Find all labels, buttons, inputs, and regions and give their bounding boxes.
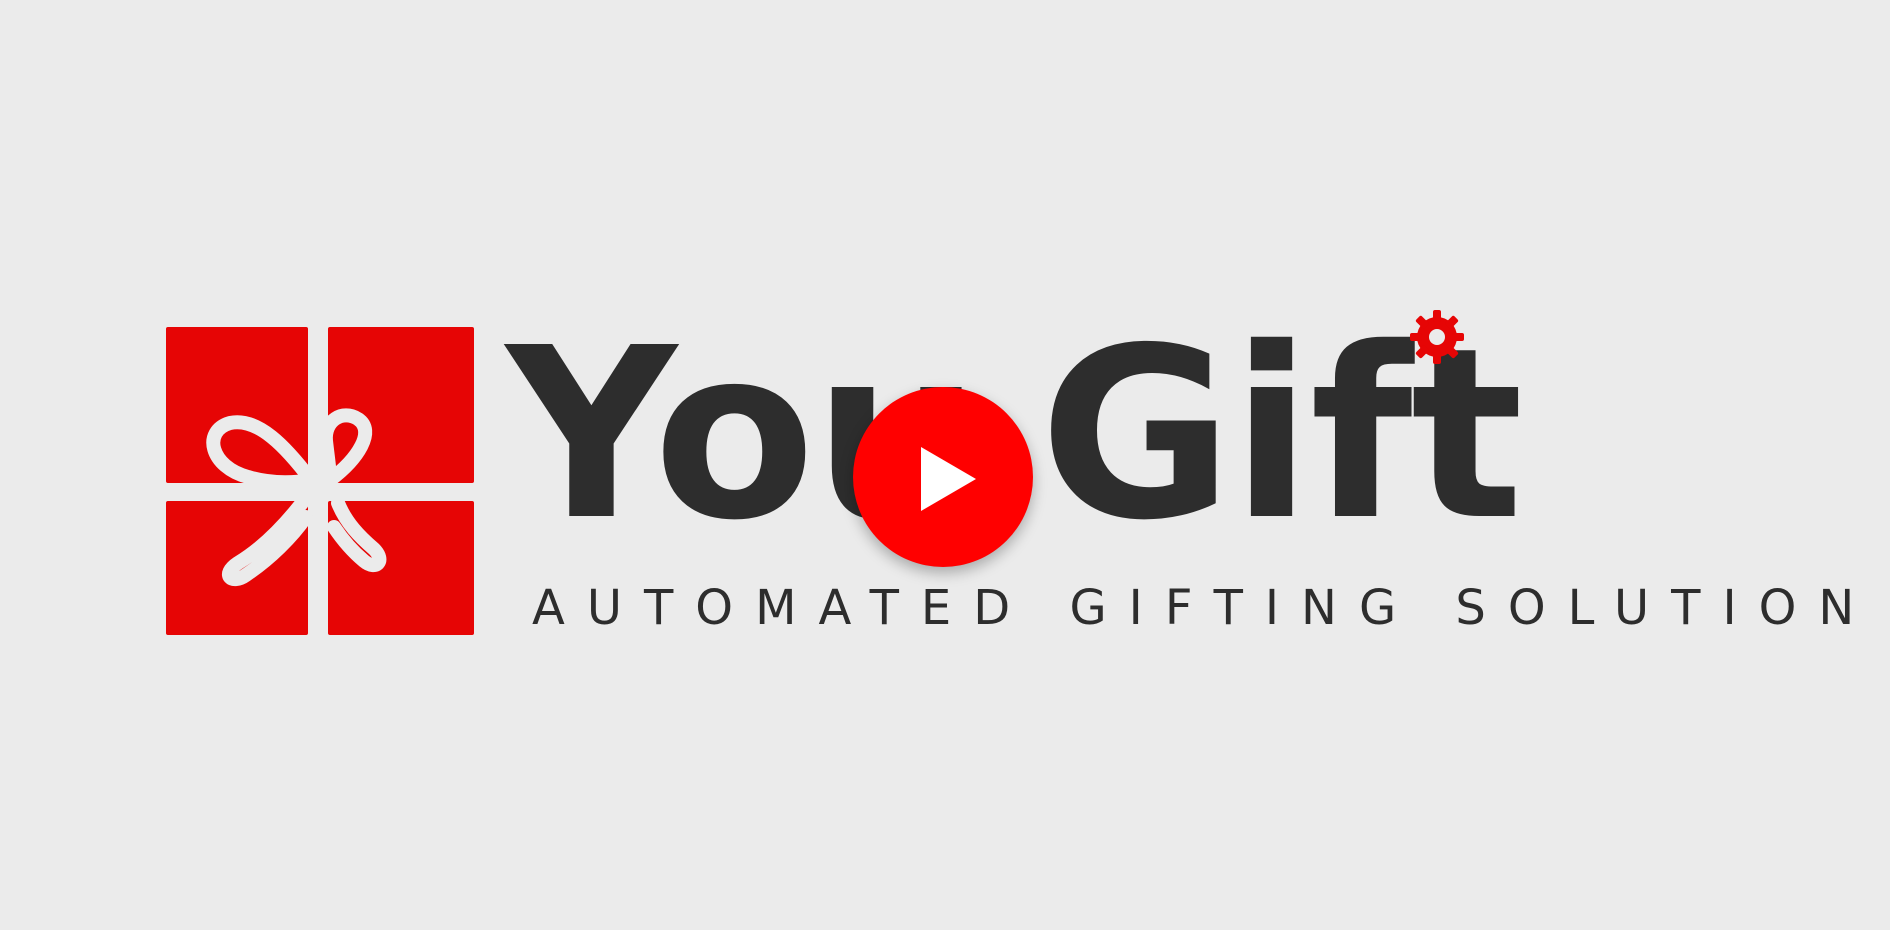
gear-icon — [1410, 310, 1464, 364]
tagline: AUTOMATED GIFTING SOLUTION — [532, 580, 1877, 636]
play-button[interactable] — [853, 387, 1033, 567]
gift-box-logo — [166, 327, 474, 635]
play-icon — [921, 447, 976, 511]
